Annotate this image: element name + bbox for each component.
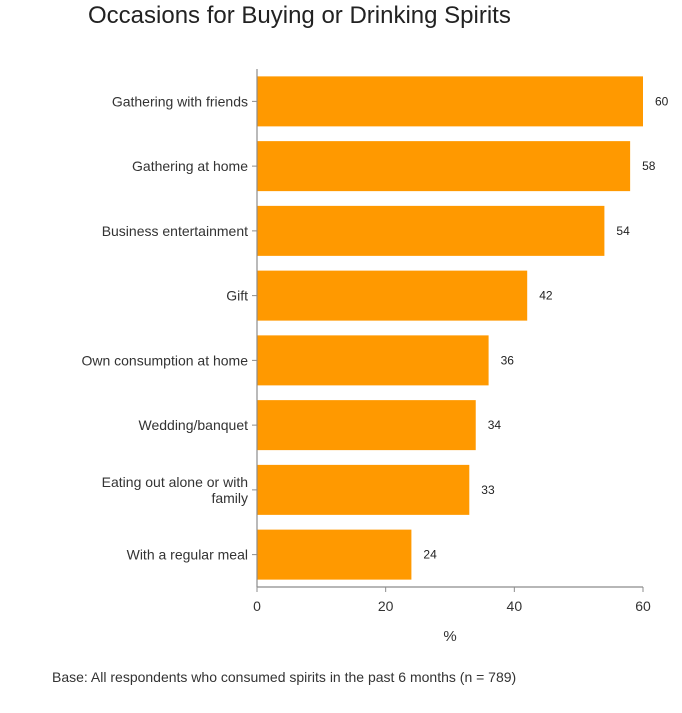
bar: [257, 76, 643, 127]
x-tick-label: 40: [507, 598, 523, 614]
base-footnote: Base: All respondents who consumed spiri…: [52, 669, 517, 685]
bar: [257, 141, 631, 192]
value-label: 60: [655, 94, 669, 108]
category-label: With a regular meal: [127, 547, 248, 563]
category-label: Gift: [226, 288, 248, 304]
category-label: Eating out alone or with family: [102, 474, 248, 506]
x-axis-title: %: [443, 628, 456, 645]
bar: [257, 205, 605, 256]
x-tick-label: 20: [378, 598, 394, 614]
bar: [257, 464, 470, 515]
category-label: Business entertainment: [102, 223, 248, 239]
bar: [257, 335, 489, 386]
value-label: 24: [423, 548, 437, 562]
value-label: 36: [501, 353, 515, 367]
x-tick-label: 60: [635, 598, 651, 614]
category-label: Gathering with friends: [112, 93, 248, 109]
value-label: 34: [488, 418, 502, 432]
category-label: Wedding/banquet: [139, 417, 249, 433]
bar: [257, 400, 476, 451]
x-tick-label: 0: [253, 598, 261, 614]
bar: [257, 529, 412, 580]
value-label: 54: [616, 224, 630, 238]
chart-title: Occasions for Buying or Drinking Spirits: [88, 2, 511, 29]
value-label: 33: [481, 483, 495, 497]
category-label: Own consumption at home: [81, 352, 248, 368]
value-label: 58: [642, 159, 656, 173]
bar: [257, 270, 528, 321]
category-label: Gathering at home: [132, 158, 248, 174]
value-label: 42: [539, 289, 553, 303]
